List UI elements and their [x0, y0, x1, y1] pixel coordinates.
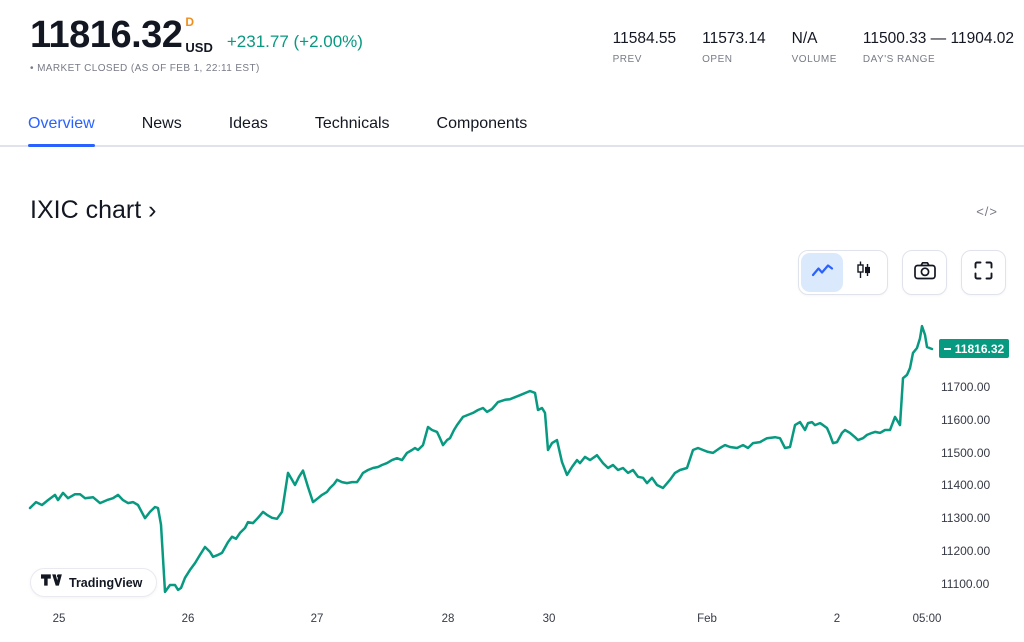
resolution-badge: D — [185, 15, 195, 29]
last-price-badge: 11816.32 — [939, 339, 1009, 358]
y-axis-label: 11700.00 — [941, 380, 991, 394]
y-axis-label: 11400.00 — [941, 478, 991, 492]
badge-dash — [943, 347, 951, 350]
x-axis-label: 2 — [833, 613, 841, 625]
line-chart-icon — [811, 263, 834, 283]
price-change: +231.77 (+2.00%) — [226, 31, 363, 51]
badge-value: 11816.32 — [954, 341, 1005, 356]
stat-value: N/A — [791, 30, 818, 47]
stat-value: 11500.33 — 11904.02 — [862, 30, 1014, 47]
price-line-series — [28, 324, 934, 594]
x-axis-label: 25 — [52, 613, 66, 625]
price-chart[interactable]: 11700.00 11600.00 11500.00 11400.00 11300.00… — [0, 310, 1024, 642]
tab-technicals[interactable]: Technicals — [314, 115, 390, 132]
x-axis-label: 27 — [310, 613, 324, 625]
y-axis-label: 11500.00 — [941, 446, 991, 460]
market-status: • MARKET CLOSED (AS OF FEB 1, 22:11 EST) — [30, 63, 260, 74]
snapshot-button[interactable] — [902, 250, 947, 295]
tab-components[interactable]: Components — [436, 115, 528, 132]
stat-prev: 11584.55 PREV — [613, 30, 677, 65]
tradingview-logo-text: TradingView — [69, 575, 143, 590]
chart-title-link[interactable]: IXIC chart › — [30, 196, 157, 224]
stat-days-range: 11500.33 — 11904.02 DAY'S RANGE — [863, 30, 1014, 65]
x-axis-label: 30 — [542, 613, 556, 625]
tab-overview[interactable]: Overview — [28, 104, 95, 147]
tradingview-mark-icon — [41, 573, 62, 592]
fullscreen-button[interactable] — [961, 250, 1006, 295]
camera-icon — [913, 261, 936, 285]
tradingview-logo[interactable]: TradingView — [30, 568, 158, 597]
x-axis-label: 28 — [441, 613, 455, 625]
currency-label: USD — [185, 40, 213, 55]
x-axis-label: 05:00 — [912, 613, 942, 625]
stat-label: OPEN — [702, 54, 733, 66]
stat-label: DAY'S RANGE — [862, 54, 936, 66]
fullscreen-icon — [974, 261, 993, 285]
y-axis-label: 11300.00 — [941, 511, 991, 525]
stat-volume: N/A VOLUME — [792, 30, 837, 65]
stat-label: VOLUME — [791, 54, 837, 66]
last-price: 11816.32 — [30, 14, 183, 56]
symbol-header: 11816.32 D USD +231.77 (+2.00%) • MARKET… — [30, 16, 363, 74]
y-axis-label: 11200.00 — [941, 544, 991, 558]
price-meta: D USD — [185, 16, 212, 54]
price-row: 11816.32 D USD +231.77 (+2.00%) — [30, 16, 363, 54]
candlestick-icon — [856, 261, 872, 284]
key-stats: 11584.55 PREV 11573.14 OPEN N/A VOLUME 1… — [613, 30, 1014, 65]
x-axis-label: 26 — [181, 613, 195, 625]
stat-value: 11573.14 — [702, 30, 766, 47]
code-icon[interactable]: </> — [976, 204, 998, 219]
stat-label: PREV — [612, 54, 642, 66]
candlestick-style-button[interactable] — [843, 253, 885, 292]
y-axis-label: 11600.00 — [941, 413, 991, 427]
line-chart-style-button[interactable] — [801, 253, 843, 292]
x-axis-label: Feb — [697, 613, 717, 625]
chart-toolbar — [798, 250, 1006, 295]
chart-style-switcher — [798, 250, 888, 295]
tab-bar: Overview News Ideas Technicals Component… — [0, 104, 1024, 147]
stat-value: 11584.55 — [612, 30, 677, 47]
tab-news[interactable]: News — [141, 115, 182, 132]
tab-ideas[interactable]: Ideas — [228, 115, 268, 132]
stat-open: 11573.14 OPEN — [702, 30, 766, 65]
y-axis-label: 11100.00 — [941, 577, 990, 591]
